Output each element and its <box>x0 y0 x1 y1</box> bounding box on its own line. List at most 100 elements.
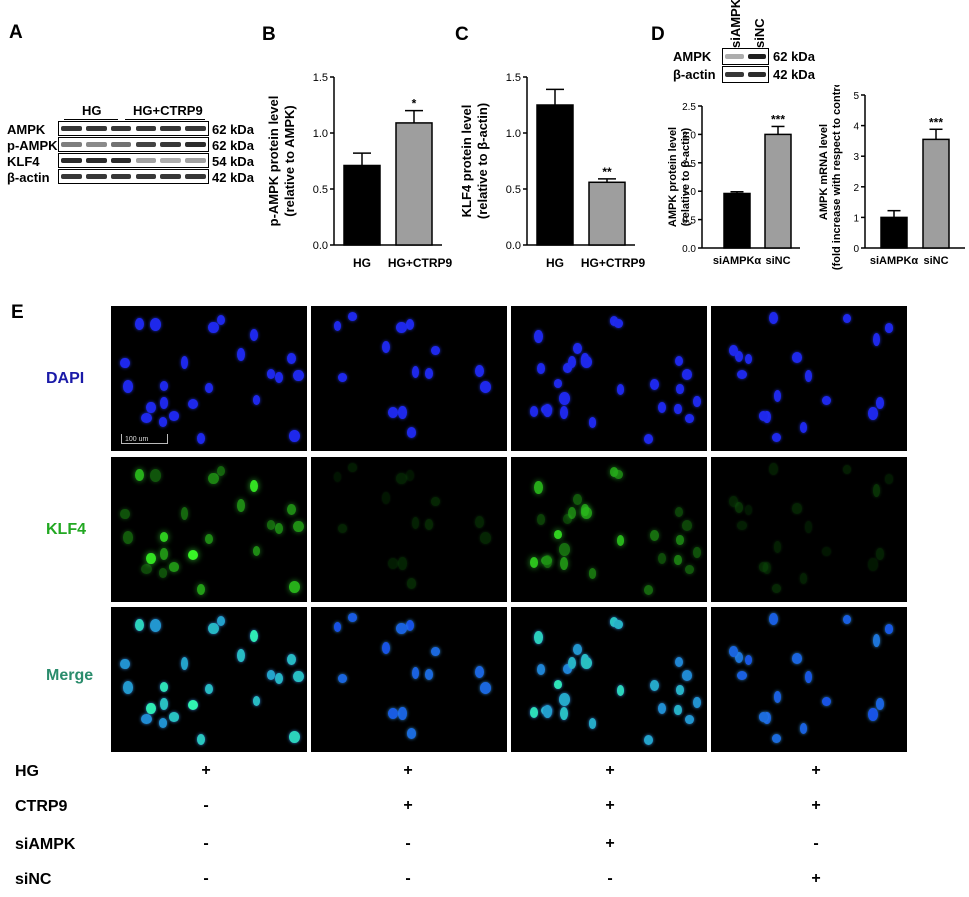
bar-chart-klf4: 0.0 0.5 1.0 1.5 HG ** HG+CTRP9 KLF4 protein lev… <box>459 72 645 270</box>
blot-band <box>725 54 744 59</box>
cell-nucleus <box>681 520 693 531</box>
cell-nucleus <box>405 318 415 330</box>
y-tick-label: 0 <box>853 244 859 255</box>
cell-nucleus <box>616 535 625 546</box>
cell-nucleus <box>658 552 667 565</box>
cell-nucleus <box>197 734 205 746</box>
row-label-klf4: KLF4 <box>46 521 86 538</box>
cell-nucleus <box>338 523 347 533</box>
bar <box>922 138 950 249</box>
scale-bar <box>121 434 168 444</box>
western-blot-a: HG HG+CTRP9 AMPK 62 kDa p-AMPK 62 kDa KLF4 54… <box>0 0 260 200</box>
cell-nucleus <box>474 665 484 678</box>
blot-mw-label: 54 kDa <box>212 154 254 169</box>
treatment-value: - <box>203 835 209 852</box>
cell-nucleus <box>822 696 832 707</box>
cell-nucleus <box>150 469 161 483</box>
blot-band <box>85 157 107 164</box>
y-tick-label: 1.0 <box>313 128 328 140</box>
cell-nucleus <box>559 391 570 405</box>
cell-nucleus <box>649 529 659 542</box>
cell-nucleus <box>771 733 781 744</box>
cell-nucleus <box>658 702 667 715</box>
cell-nucleus <box>559 405 569 419</box>
cell-nucleus <box>542 554 552 568</box>
cell-nucleus <box>205 684 213 695</box>
cell-nucleus <box>398 706 407 720</box>
cell-nucleus <box>122 531 133 544</box>
blot-strip <box>58 137 209 152</box>
cell-nucleus <box>872 333 880 346</box>
cell-nucleus <box>160 548 168 560</box>
cell-nucleus <box>274 371 283 384</box>
cell-nucleus <box>396 321 408 333</box>
cell-nucleus <box>159 417 168 427</box>
category-label: HG+CTRP9 <box>388 256 453 270</box>
cell-nucleus <box>159 381 169 392</box>
cell-nucleus <box>580 507 592 520</box>
cell-nucleus <box>216 466 225 477</box>
cell-nucleus <box>884 624 894 634</box>
y-axis-label-2: (relative to AMPK) <box>282 105 297 216</box>
category-label: siNC <box>923 255 948 267</box>
panel-label-e: E <box>11 302 24 323</box>
cell-nucleus <box>141 713 152 724</box>
blot-mw-label: 62 kDa <box>212 138 254 153</box>
cell-nucleus <box>763 562 772 574</box>
cell-nucleus <box>616 685 625 696</box>
cell-nucleus <box>289 429 300 442</box>
blot-band <box>110 125 132 132</box>
cell-nucleus <box>424 518 434 530</box>
cell-nucleus <box>573 342 583 355</box>
blot-strip <box>58 169 209 184</box>
cell-nucleus <box>396 472 408 484</box>
cell-nucleus <box>685 413 695 424</box>
y-axis-label: KLF4 protein level <box>459 105 474 218</box>
cell-nucleus <box>146 552 156 565</box>
cell-nucleus <box>872 484 880 497</box>
cell-nucleus <box>773 390 781 402</box>
bar <box>764 133 792 249</box>
cell-nucleus <box>159 568 168 578</box>
cell-nucleus <box>537 664 546 675</box>
cell-nucleus <box>537 363 546 374</box>
cell-nucleus <box>289 730 300 743</box>
cell-nucleus <box>188 550 199 561</box>
bar <box>880 216 908 249</box>
blot-band <box>135 125 157 132</box>
blot-band <box>61 125 82 132</box>
blot-band <box>135 158 157 163</box>
cell-nucleus <box>338 372 347 382</box>
cell-nucleus <box>588 417 597 428</box>
cell-nucleus <box>534 630 543 644</box>
blot-band <box>185 141 206 148</box>
cell-nucleus <box>289 580 300 593</box>
bar <box>723 192 751 249</box>
cell-nucleus <box>474 364 484 377</box>
cell-nucleus <box>580 356 592 369</box>
blot-band <box>110 157 132 164</box>
cell-nucleus <box>563 363 573 374</box>
cell-nucleus <box>534 329 543 343</box>
cell-nucleus <box>141 412 152 423</box>
y-tick-label: 0.0 <box>682 244 696 255</box>
cell-nucleus <box>287 504 296 516</box>
blot-band <box>185 158 206 163</box>
cell-nucleus <box>554 379 563 389</box>
cell-nucleus <box>208 622 219 635</box>
cell-nucleus <box>737 369 748 379</box>
cell-nucleus <box>398 405 407 419</box>
cell-nucleus <box>120 357 130 369</box>
blot-band <box>725 71 744 78</box>
cell-nucleus <box>431 497 440 507</box>
cell-nucleus <box>252 545 261 556</box>
cell-nucleus <box>674 704 682 716</box>
cell-nucleus <box>643 585 654 596</box>
treatment-value: + <box>811 797 821 814</box>
y-tick-label: 0.0 <box>506 240 521 252</box>
blot-row-label: β-actin <box>673 67 716 82</box>
blot-band <box>61 157 82 164</box>
cell-nucleus <box>559 542 570 556</box>
microscopy-image <box>511 457 707 602</box>
treatment-value: + <box>605 797 615 814</box>
